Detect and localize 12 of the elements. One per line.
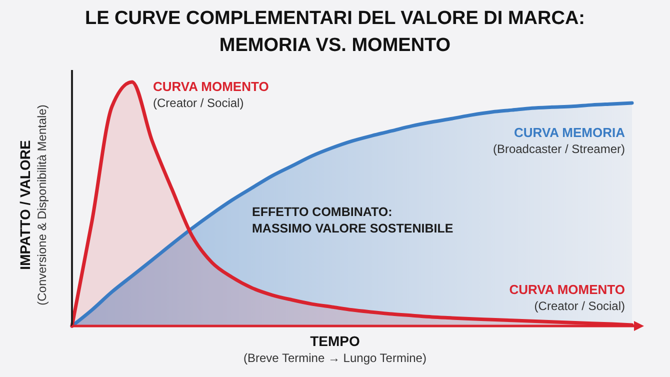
text: (Breve Termine → Lungo Termine) — [244, 351, 426, 365]
annotation: EFFETTO COMBINATO: MASSIMO VALORE SOSTENIBILE — [252, 205, 454, 236]
series-label: CURVA MEMORIA — [514, 125, 626, 140]
annotation: (Creator / Social) — [534, 299, 625, 313]
series-label: CURVA MOMENTO — [153, 79, 269, 94]
annotation: (Creator / Social) — [153, 96, 244, 110]
chart-title: LE CURVE COMPLEMENTARI DEL VALORE DI MARCA: MEMORIA VS. MOMENTO — [85, 8, 585, 56]
y-axis-title: IMPATTO / VALORE — [17, 140, 33, 270]
annotation: (Broadcaster / Streamer) — [492, 142, 625, 156]
text: (Conversione & Disponibilità Mentale) — [35, 104, 49, 306]
x-axis-title: TEMPO — [310, 333, 360, 349]
annotation: CURVA MOMENTO — [509, 282, 625, 297]
